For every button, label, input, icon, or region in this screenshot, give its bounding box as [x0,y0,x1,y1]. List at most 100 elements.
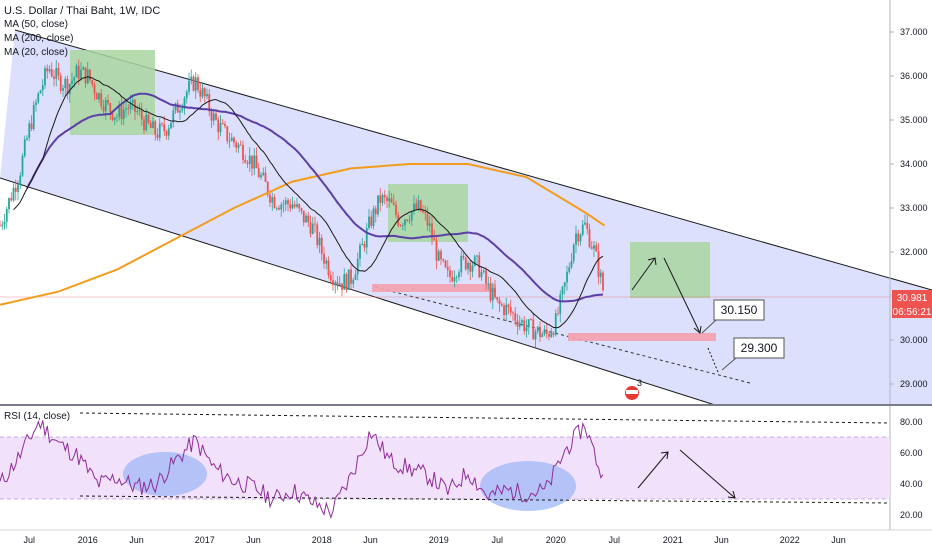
candle-body[interactable] [566,271,568,283]
candle-body[interactable] [217,119,220,133]
candle-body[interactable] [440,251,442,260]
candle-body[interactable] [30,123,33,130]
candle-body[interactable] [336,282,339,285]
candle-body[interactable] [77,65,80,79]
candle-body[interactable] [444,260,447,268]
candle-body[interactable] [590,247,593,249]
candle-body[interactable] [80,69,82,79]
consolidation-box-2015[interactable] [70,50,155,135]
candle-body[interactable] [37,93,40,103]
candle-body[interactable] [172,110,175,123]
candle-body[interactable] [212,113,215,121]
candle-body[interactable] [395,204,397,216]
time-axis[interactable]: Jul 2016 Jun 2017 Jun 2018 Jun 2019 Jul 2020 Jul 20… [23,535,845,545]
candle-body[interactable] [57,68,60,76]
candle-body[interactable] [442,259,445,261]
candle-body[interactable] [356,258,359,275]
candle-body[interactable] [28,123,31,139]
candle-body[interactable] [21,155,24,176]
candle-body[interactable] [163,123,166,132]
candle-body[interactable] [125,108,127,110]
candle-body[interactable] [390,198,393,203]
candle-body[interactable] [350,269,352,284]
candle-body[interactable] [257,168,260,178]
candle-body[interactable] [320,237,323,254]
candle-body[interactable] [91,80,94,85]
candle-body[interactable] [419,200,422,212]
ma50-line[interactable] [26,92,604,303]
projection-arrows[interactable] [631,257,719,373]
candle-body[interactable] [291,204,294,209]
candle-body[interactable] [147,114,150,123]
candle-body[interactable] [593,245,595,249]
candle-body[interactable] [75,65,78,78]
candle-body[interactable] [500,304,503,306]
candle-body[interactable] [165,131,168,136]
candle-body[interactable] [464,257,467,270]
candle-body[interactable] [26,138,28,140]
candle-body[interactable] [365,227,368,248]
candle-body[interactable] [289,204,292,209]
candle-body[interactable] [433,238,436,241]
rsi-label[interactable]: RSI (14, close) [4,411,71,422]
candle-body[interactable] [374,208,377,215]
candle-body[interactable] [372,208,375,226]
candle-body[interactable] [12,187,15,201]
candle-body[interactable] [392,202,395,205]
candle-body[interactable] [107,100,109,104]
candle-body[interactable] [325,260,328,264]
candle-body[interactable] [410,211,413,221]
target-label-1[interactable]: 30.150 [713,299,765,321]
ma20-line[interactable] [13,76,604,329]
candle-body[interactable] [446,267,449,271]
candle-body[interactable] [368,216,370,228]
candle-body[interactable] [345,274,348,290]
candle-body[interactable] [206,93,208,97]
candle-body[interactable] [413,203,415,212]
candle-body[interactable] [541,334,544,338]
candle-body[interactable] [10,198,13,201]
candle-body[interactable] [435,240,438,261]
candle-body[interactable] [343,274,346,290]
candle-body[interactable] [354,274,357,280]
candle-body[interactable] [415,203,418,210]
candle-body[interactable] [311,223,314,234]
candle-body[interactable] [244,160,247,163]
candle-body[interactable] [158,123,161,138]
candle-body[interactable] [404,219,406,226]
candle-body[interactable] [381,195,384,203]
candle-body[interactable] [215,113,217,120]
candle-body[interactable] [129,102,132,110]
countdown-badge[interactable]: 06:56:21 [892,304,932,318]
candle-body[interactable] [554,313,557,335]
candle-body[interactable] [550,333,553,337]
rsi-pane[interactable] [0,412,891,519]
candle-body[interactable] [543,329,546,335]
candle-body[interactable] [287,200,289,205]
candle-body[interactable] [523,320,526,332]
candle-body[interactable] [505,304,508,315]
candle-body[interactable] [5,209,8,222]
consolidation-box-2018[interactable] [388,184,468,242]
candle-body[interactable] [559,294,562,314]
candle-body[interactable] [1,224,4,226]
candle-body[interactable] [179,110,181,113]
candle-body[interactable] [266,182,269,195]
candle-body[interactable] [95,93,98,100]
support-zone-2020[interactable] [568,333,716,341]
candle-body[interactable] [379,195,382,203]
candle-body[interactable] [476,255,478,257]
candle-body[interactable] [226,126,229,141]
candle-body[interactable] [19,175,22,185]
candle-body[interactable] [516,320,519,327]
candle-body[interactable] [194,77,197,91]
candle-body[interactable] [536,326,539,332]
channel-lower-line[interactable] [0,177,716,406]
candle-body[interactable] [284,200,287,205]
candle-body[interactable] [557,313,559,315]
candle-body[interactable] [399,225,402,227]
candle-body[interactable] [401,225,404,226]
last-price-badge[interactable]: 30.981 [892,290,932,304]
